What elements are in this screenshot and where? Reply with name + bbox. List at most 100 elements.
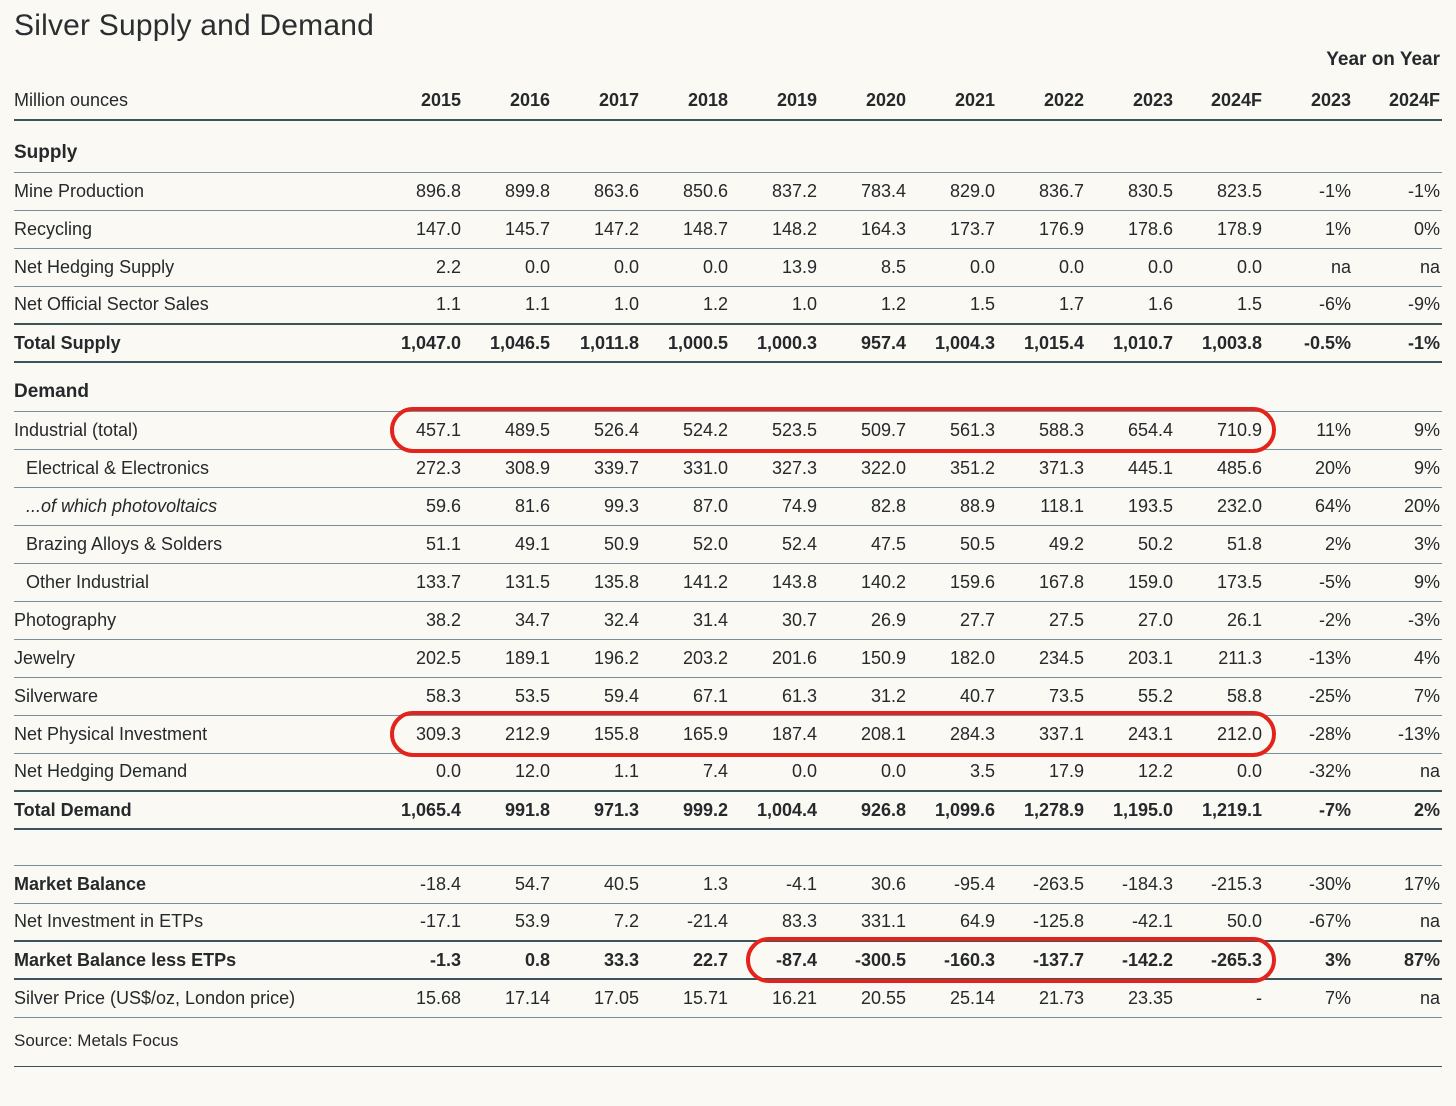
table-row: ...of which photovoltaics 59.6 81.6 99.3 87.…: [14, 487, 1442, 526]
value-cell: 3.5: [908, 753, 997, 792]
value-cell: 7.2: [552, 903, 641, 942]
value-cell: 1,195.0: [1086, 791, 1175, 830]
value-cell: 524.2: [641, 411, 730, 450]
row-label: Brazing Alloys & Solders: [14, 525, 374, 564]
value-cell: -1.3: [374, 941, 463, 980]
value-cell: 20%: [1264, 449, 1353, 488]
value-cell: 1,099.6: [908, 791, 997, 830]
unit-label: Million ounces: [14, 74, 374, 121]
value-cell: -125.8: [997, 903, 1086, 942]
value-cell: 12.0: [463, 753, 552, 792]
table-row: Industrial (total) 457.1 489.5 526.4 524.2 52…: [14, 411, 1442, 450]
value-cell: 308.9: [463, 449, 552, 488]
value-cell: 159.6: [908, 563, 997, 602]
value-cell: na: [1264, 248, 1353, 287]
value-cell: 55.2: [1086, 677, 1175, 716]
value-cell: 21.73: [997, 979, 1086, 1018]
value-cell: 0.0: [997, 248, 1086, 287]
total-row: Total Demand 1,065.4 991.8 971.3 999.2 1,004.…: [14, 791, 1442, 830]
value-cell: 0.0: [908, 248, 997, 287]
value-cell: 16.21: [730, 979, 819, 1018]
source-note: Source: Metals Focus: [14, 1018, 1442, 1067]
column-header: 2019: [730, 74, 819, 121]
row-label: Net Official Sector Sales: [14, 286, 374, 325]
row-label: Jewelry: [14, 639, 374, 678]
value-cell: 0%: [1353, 210, 1442, 249]
section-header-row: Demand: [14, 362, 1442, 412]
value-cell: 23.35: [1086, 979, 1175, 1018]
supply-demand-table: Million ounces 2015 2016 2017 2018 2019 2020 2…: [14, 74, 1442, 1018]
value-cell: 485.6: [1175, 449, 1264, 488]
value-cell: 182.0: [908, 639, 997, 678]
value-cell: 27.7: [908, 601, 997, 640]
value-cell: 371.3: [997, 449, 1086, 488]
value-cell: 203.2: [641, 639, 730, 678]
value-cell: -1%: [1353, 324, 1442, 363]
value-cell: -30%: [1264, 865, 1353, 904]
column-header: 2024F: [1175, 74, 1264, 121]
table-row: Other Industrial 133.7 131.5 135.8 141.2 143.…: [14, 563, 1442, 602]
value-cell: 284.3: [908, 715, 997, 754]
value-cell: 1,015.4: [997, 324, 1086, 363]
value-cell: 145.7: [463, 210, 552, 249]
value-cell: 30.7: [730, 601, 819, 640]
value-cell: 830.5: [1086, 172, 1175, 211]
value-cell: 1,004.3: [908, 324, 997, 363]
value-cell: 12.2: [1086, 753, 1175, 792]
value-cell: 0.0: [552, 248, 641, 287]
column-header: 2021: [908, 74, 997, 121]
value-cell: 1.3: [641, 865, 730, 904]
page-title: Silver Supply and Demand: [14, 9, 374, 42]
value-cell: 1,219.1: [1175, 791, 1264, 830]
value-cell: 178.9: [1175, 210, 1264, 249]
value-cell: 322.0: [819, 449, 908, 488]
value-cell: 30.6: [819, 865, 908, 904]
value-cell: 991.8: [463, 791, 552, 830]
value-cell: 131.5: [463, 563, 552, 602]
value-cell: 212.0: [1175, 715, 1264, 754]
value-cell: 59.4: [552, 677, 641, 716]
row-label: Industrial (total): [14, 411, 374, 450]
value-cell: 212.9: [463, 715, 552, 754]
row-label: Net Hedging Demand: [14, 753, 374, 792]
value-cell: 863.6: [552, 172, 641, 211]
row-label: Mine Production: [14, 172, 374, 211]
value-cell: 331.0: [641, 449, 730, 488]
value-cell: 50.9: [552, 525, 641, 564]
value-cell: -28%: [1264, 715, 1353, 754]
table-row: Brazing Alloys & Solders 51.1 49.1 50.9 52.0…: [14, 525, 1442, 564]
value-cell: 73.5: [997, 677, 1086, 716]
value-cell: 74.9: [730, 487, 819, 526]
value-cell: 971.3: [552, 791, 641, 830]
value-cell: -32%: [1264, 753, 1353, 792]
silver-supply-demand-page: Silver Supply and Demand Year on Year Mi…: [14, 9, 1442, 1067]
value-cell: 52.0: [641, 525, 730, 564]
value-cell: 118.1: [997, 487, 1086, 526]
row-label: Recycling: [14, 210, 374, 249]
value-cell: 1,003.8: [1175, 324, 1264, 363]
value-cell: -25%: [1264, 677, 1353, 716]
value-cell: 783.4: [819, 172, 908, 211]
value-cell: 32.4: [552, 601, 641, 640]
value-cell: 208.1: [819, 715, 908, 754]
value-cell: 59.6: [374, 487, 463, 526]
table-row: Net Hedging Supply 2.2 0.0 0.0 0.0 13.9 8.5 0.0…: [14, 248, 1442, 287]
value-cell: 17%: [1353, 865, 1442, 904]
value-cell: 445.1: [1086, 449, 1175, 488]
value-cell: 710.9: [1175, 411, 1264, 450]
value-cell: -1%: [1353, 172, 1442, 211]
value-cell: 53.9: [463, 903, 552, 942]
value-cell: 201.6: [730, 639, 819, 678]
value-cell: na: [1353, 753, 1442, 792]
value-cell: 836.7: [997, 172, 1086, 211]
table-row: Net Hedging Demand 0.0 12.0 1.1 7.4 0.0 0.0 3.5…: [14, 753, 1442, 792]
table-row: Net Official Sector Sales 1.1 1.1 1.0 1.2 1.0…: [14, 286, 1442, 325]
value-cell: 15.71: [641, 979, 730, 1018]
value-cell: 1,278.9: [997, 791, 1086, 830]
value-cell: 27.5: [997, 601, 1086, 640]
value-cell: 523.5: [730, 411, 819, 450]
value-cell: 0.0: [374, 753, 463, 792]
value-cell: 1%: [1264, 210, 1353, 249]
value-cell: 7.4: [641, 753, 730, 792]
value-cell: -0.5%: [1264, 324, 1353, 363]
